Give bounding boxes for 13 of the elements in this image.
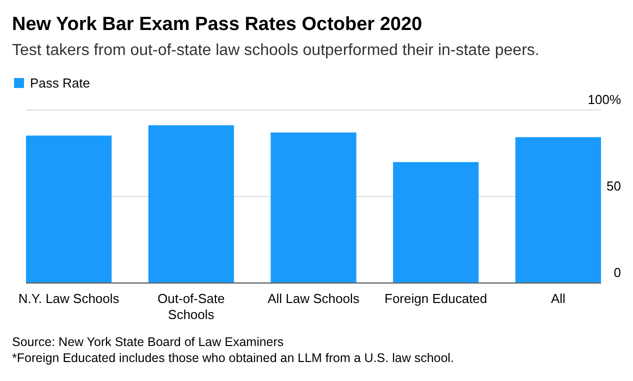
y-tick-label: 100% (588, 92, 622, 107)
y-tick-label: 0 (614, 265, 621, 280)
x-tick-label: All (550, 291, 566, 306)
x-tick-label: All Law Schools (268, 291, 360, 306)
y-tick-label: 50 (606, 178, 621, 194)
source-note: Source: New York State Board of Law Examiners (12, 335, 284, 349)
x-tick-label: N.Y. Law Schools (18, 291, 120, 306)
x-tick-label: Foreign Educated (384, 291, 488, 306)
x-tick-label: Out-of-Sate Schools (158, 291, 225, 322)
legend-label: Pass Rate (30, 76, 90, 90)
chart-title: New York Bar Exam Pass Rates October 2020 (12, 14, 422, 35)
chart-subtitle: Test takers from out-of-state law schools outperformed their in-state peers. (12, 42, 540, 59)
text: *Foreign Educated includes those who obtained an LLM from a U.S. law school. (12, 351, 454, 365)
